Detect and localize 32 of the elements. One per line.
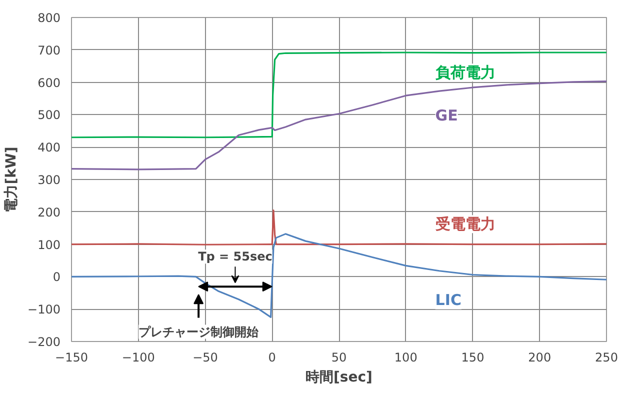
y-tick-label: 200 bbox=[38, 205, 60, 220]
y-tick-label: 500 bbox=[38, 108, 60, 122]
x-tick-label: −150 bbox=[55, 350, 88, 364]
x-tick-label: 100 bbox=[394, 350, 418, 364]
y-tick-label: 800 bbox=[38, 11, 60, 25]
series-label: 負荷電力 bbox=[435, 64, 496, 82]
series-label: GE bbox=[435, 106, 458, 125]
y-tick-label: 0 bbox=[52, 270, 61, 284]
line-series bbox=[72, 209, 606, 246]
line-series bbox=[72, 52, 606, 138]
annotation: Tp = 55sec bbox=[198, 250, 272, 264]
y-tick-label: 400 bbox=[38, 140, 60, 155]
line-series bbox=[72, 80, 606, 170]
x-tick-label: 200 bbox=[528, 350, 552, 364]
y-axis-title: 電力[kW] bbox=[4, 146, 20, 212]
series-label: LIC bbox=[435, 291, 462, 310]
x-tick-label: 150 bbox=[461, 350, 484, 364]
y-tick-label: −100 bbox=[28, 302, 61, 317]
x-tick-label: 0 bbox=[268, 350, 276, 364]
x-tick-label: −100 bbox=[122, 350, 155, 364]
y-tick-label: 300 bbox=[38, 173, 60, 187]
x-tick-label: 50 bbox=[331, 350, 347, 364]
x-axis-title: 時間[sec] bbox=[306, 370, 372, 386]
y-tick-label: −200 bbox=[28, 335, 61, 349]
y-tick-label: 700 bbox=[38, 43, 60, 58]
x-tick-label: −50 bbox=[192, 350, 218, 364]
x-tick-label: 250 bbox=[595, 350, 618, 364]
y-tick-label: 100 bbox=[38, 238, 60, 252]
annotation: プレチャージ制御開始 bbox=[138, 324, 260, 339]
series-label: 受電電力 bbox=[434, 215, 496, 234]
y-tick-label: 600 bbox=[38, 76, 60, 90]
line-series bbox=[72, 233, 606, 318]
